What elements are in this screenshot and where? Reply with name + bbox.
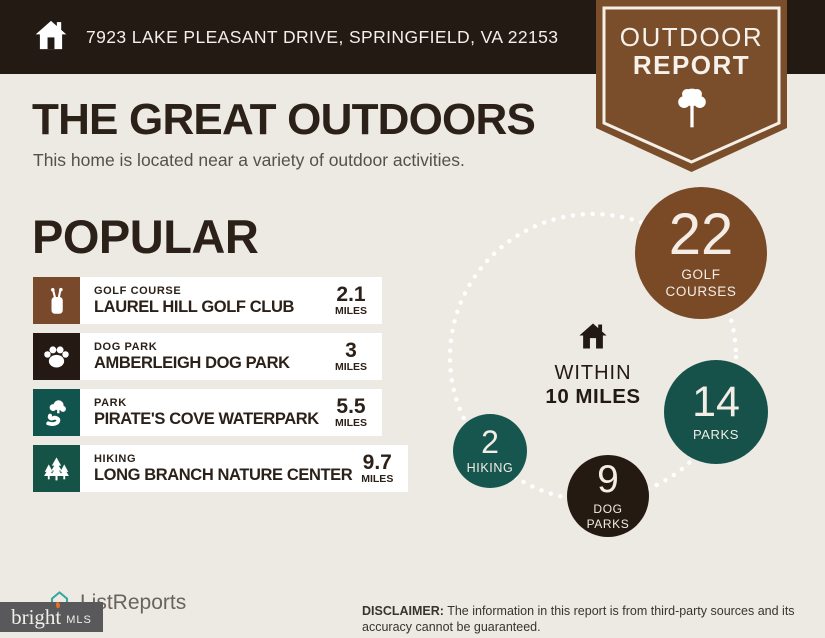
bubble-label: PARKS <box>692 426 740 442</box>
item-distance: 9.7 MILES <box>361 450 394 485</box>
pine-trees-icon <box>33 445 80 492</box>
bubble-dog-parks: 9 DOG PARKS <box>567 455 649 537</box>
item-name: AMBERLEIGH DOG PARK <box>94 354 290 373</box>
park-tree-icon <box>33 389 80 436</box>
list-item-dog-park: DOG PARK AMBERLEIGH DOG PARK 3 MILES <box>33 333 382 380</box>
disclaimer-text: DISCLAIMER: The information in this repo… <box>362 603 795 634</box>
bubble-count: 22 <box>668 201 734 267</box>
golf-bag-icon <box>33 277 80 324</box>
list-item-hiking: HIKING LONG BRANCH NATURE CENTER 9.7 MIL… <box>33 445 409 492</box>
bubble-count: 14 <box>692 377 740 426</box>
item-distance: 2.1 MILES <box>334 282 368 317</box>
ribbon-pennant-shape <box>596 0 787 172</box>
tree-icon <box>596 82 787 137</box>
property-address: 7923 LAKE PLEASANT DRIVE, SPRINGFIELD, V… <box>86 26 559 47</box>
bubble-golf-courses: 22 GOLF COURSES <box>635 187 767 319</box>
listreports-wordmark: ListReports <box>80 591 187 614</box>
bubble-count: 2 <box>481 423 499 460</box>
item-distance: 5.5 MILES <box>334 394 368 429</box>
bubble-parks: 14 PARKS <box>664 360 768 464</box>
bubble-hiking: 2 HIKING <box>453 414 527 488</box>
bubble-label: HIKING <box>466 460 514 475</box>
list-item-park: PARK PIRATE'S COVE WATERPARK 5.5 MILES <box>33 389 382 436</box>
popular-heading: POPULAR <box>32 210 259 263</box>
home-icon <box>577 323 609 356</box>
page-title: THE GREAT OUTDOORS <box>32 95 536 144</box>
item-category: PARK <box>94 396 127 409</box>
bubble-count: 9 <box>597 458 619 501</box>
ribbon-title: OUTDOOR REPORT <box>619 22 764 81</box>
home-icon <box>33 17 69 58</box>
item-distance: 3 MILES <box>334 338 368 373</box>
item-category: DOG PARK <box>94 340 158 353</box>
popular-list: GOLF COURSE LAUREL HILL GOLF CLUB 2.1 MI… <box>33 277 409 501</box>
list-item-golf-course: GOLF COURSE LAUREL HILL GOLF CLUB 2.1 MI… <box>33 277 382 324</box>
bubble-label: GOLF COURSES <box>665 266 737 299</box>
item-name: PIRATE'S COVE WATERPARK <box>94 410 319 429</box>
item-category: HIKING <box>94 452 137 465</box>
item-name: LONG BRANCH NATURE CENTER <box>94 466 353 485</box>
bright-mls-logo: bright MLS <box>0 601 103 632</box>
radius-center-label: WITHIN 10 MILES <box>518 320 668 409</box>
item-name: LAUREL HILL GOLF CLUB <box>94 298 294 317</box>
outdoor-report-ribbon: OUTDOOR REPORT <box>596 0 787 174</box>
item-category: GOLF COURSE <box>94 284 182 297</box>
page-subtitle: This home is located near a variety of o… <box>33 150 465 170</box>
dotted-radius-circle <box>447 211 739 503</box>
paw-icon <box>33 333 80 380</box>
bubble-label: DOG PARKS <box>586 502 630 531</box>
